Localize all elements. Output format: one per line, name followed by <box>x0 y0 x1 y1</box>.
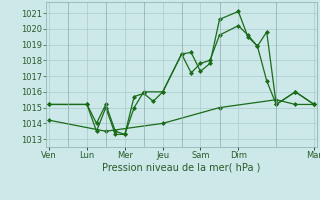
X-axis label: Pression niveau de la mer( hPa ): Pression niveau de la mer( hPa ) <box>102 163 261 173</box>
